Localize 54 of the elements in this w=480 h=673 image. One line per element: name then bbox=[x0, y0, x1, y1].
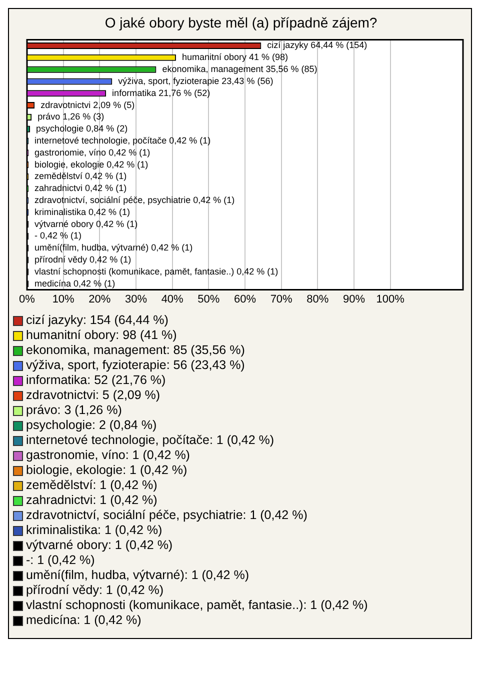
category-label: právo 1,26 % (3) bbox=[38, 112, 104, 122]
category-label: výtvarné obory 0,42 % (1) bbox=[34, 218, 138, 229]
text: zdravotnictví, sociální péče, psychiatrie: 1 (0,42 %) bbox=[26, 508, 308, 523]
category-label: zemědělství 0,42 % (1) bbox=[34, 171, 127, 182]
category-label: zdravotnictvi 2,09 % (5) bbox=[40, 100, 135, 110]
category-label: psychologie 0,84 % (2) bbox=[36, 124, 128, 134]
x-tick-label: 90% bbox=[342, 293, 366, 306]
category-label: vlastní schopnosti (komunikace, pamět, fantasie..) 0,42 % (1) bbox=[34, 266, 278, 276]
x-tick-label: 30% bbox=[124, 293, 148, 306]
text: informatika: 52 (21,76 %) bbox=[26, 373, 166, 388]
text: přírodní vědy: 1 (0,42 %) bbox=[26, 583, 164, 598]
text: cizí jazyky: 154 (64,44 %) bbox=[26, 313, 168, 328]
x-tick-label: 70% bbox=[270, 293, 293, 306]
text: zemědělství: 1 (0,42 %) bbox=[26, 478, 158, 493]
text: právo: 3 (1,26 %) bbox=[26, 403, 122, 418]
text: biologie, ekologie: 1 (0,42 %) bbox=[26, 463, 188, 478]
category-label: přírodní vědy 0,42 % (1) bbox=[34, 254, 132, 265]
category-label: umění(film, hudba, výtvarné) 0,42 % (1) bbox=[34, 242, 193, 253]
category-label: zahradnictvi 0,42 % (1) bbox=[34, 183, 127, 194]
text: gastronomie, víno: 1 (0,42 %) bbox=[26, 448, 190, 463]
text: -: 1 (0,42 %) bbox=[26, 553, 95, 568]
category-label: ekonomika, management 35,56 % (85) bbox=[162, 64, 318, 74]
text: výživa, sport, fyzioterapie: 56 (23,43 %) bbox=[26, 358, 245, 373]
x-tick-label: 80% bbox=[306, 293, 329, 306]
category-label: výživa, sport, fyzioterapie 23,43 % (56) bbox=[118, 76, 274, 86]
text: zdravotnictvi: 5 (2,09 %) bbox=[26, 388, 160, 403]
text: medicína: 1 (0,42 %) bbox=[26, 613, 142, 628]
category-label: gastronomie, víno 0,42 % (1) bbox=[34, 147, 150, 158]
chart-title: O jaké obory byste měl (a) případně zájem? bbox=[104, 14, 378, 30]
text: kriminalistika: 1 (0,42 %) bbox=[26, 523, 162, 538]
category-label: medicína 0,42 % (1) bbox=[34, 278, 116, 288]
x-tick-label: 60% bbox=[234, 293, 256, 306]
category-label: cizí jazyky 64,44 % (154) bbox=[267, 40, 368, 50]
text: vlastní schopnosti (komunikace, pamět, fantasie..): 1 (0,42 %) bbox=[26, 598, 368, 613]
category-label: kriminalistika 0,42 % (1) bbox=[34, 206, 130, 217]
x-tick-label: 50% bbox=[198, 293, 220, 306]
x-tick-label: 0% bbox=[19, 293, 36, 306]
category-label: zdravotnictví, sociální péče, psychiatrie 0,42 % (1) bbox=[34, 195, 235, 205]
x-tick-label: 100% bbox=[376, 293, 405, 306]
category-label: internetové technologie, počítače 0,42 % (1) bbox=[34, 135, 211, 146]
x-tick-label: 10% bbox=[52, 293, 75, 306]
text: zahradnictvi: 1 (0,42 %) bbox=[26, 493, 158, 508]
text: umění(film, hudba, výtvarné): 1 (0,42 %) bbox=[26, 568, 250, 583]
text: psychologie: 2 (0,84 %) bbox=[26, 418, 157, 433]
x-tick-label: 40% bbox=[161, 293, 184, 306]
category-label: informatika 21,76 % (52) bbox=[112, 88, 210, 98]
text: ekonomika, management: 85 (35,56 %) bbox=[26, 343, 245, 358]
text: humanitní obory: 98 (41 %) bbox=[26, 328, 177, 343]
text: internetové technologie, počítače: 1 (0,42 %) bbox=[26, 433, 274, 448]
category-label: - 0,42 % (1) bbox=[34, 230, 82, 241]
category-label: biologie, ekologie 0,42 % (1) bbox=[34, 159, 148, 170]
text: výtvarné obory: 1 (0,42 %) bbox=[26, 538, 173, 553]
x-tick-label: 20% bbox=[88, 293, 111, 306]
category-label: humanitní obory 41 % (98) bbox=[182, 52, 288, 62]
